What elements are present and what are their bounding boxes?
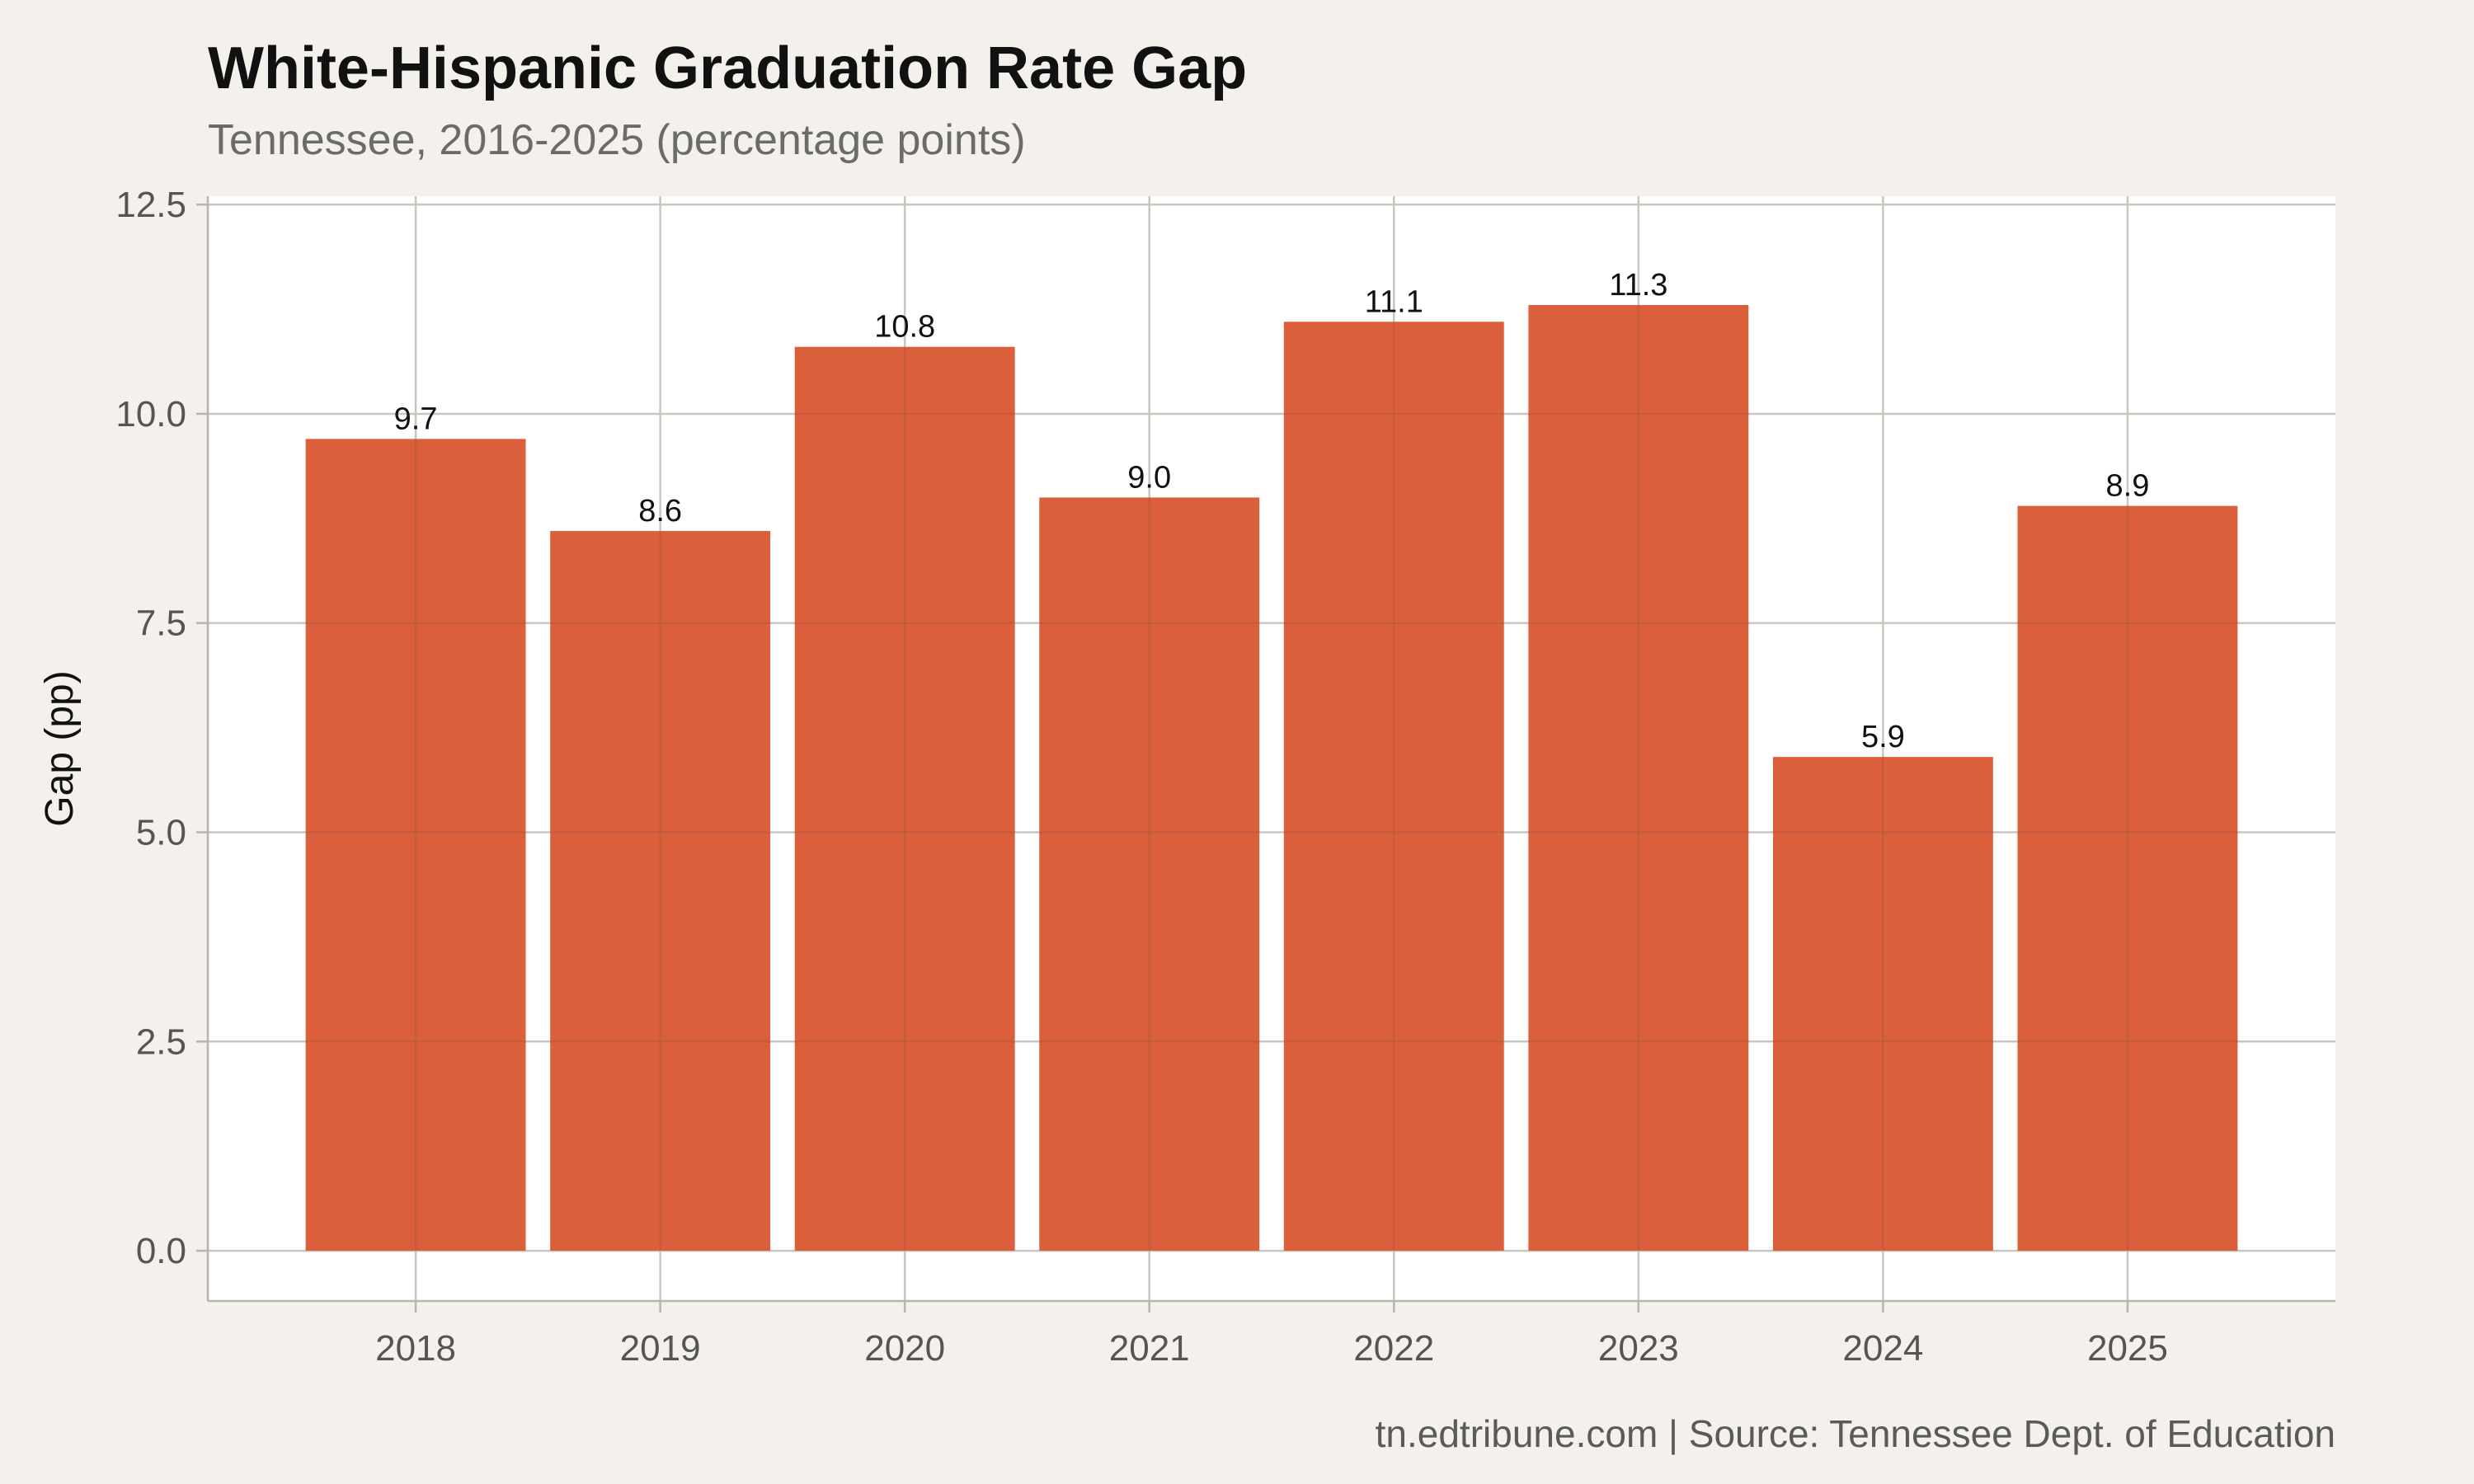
chart-subtitle: Tennessee, 2016-2025 (percentage points) — [208, 116, 1026, 164]
bar-2021 — [1039, 497, 1260, 1252]
bar-2024 — [1772, 757, 1993, 1252]
x-tick-label: 2021 — [1109, 1328, 1190, 1369]
bar-2019 — [550, 531, 771, 1252]
bar-value-label: 9.0 — [1127, 460, 1171, 495]
y-tick-label: 10.0 — [115, 394, 186, 434]
bar-value-label: 8.9 — [2106, 469, 2150, 504]
x-tick-label: 2023 — [1598, 1328, 1679, 1369]
bar-2025 — [2017, 505, 2238, 1252]
bar-2022 — [1283, 322, 1504, 1252]
y-tick-label: 5.0 — [136, 813, 186, 853]
bar-value-label: 11.3 — [1609, 268, 1667, 303]
bar-value-label: 10.8 — [874, 310, 935, 345]
chart-title: White-Hispanic Graduation Rate Gap — [208, 35, 1248, 101]
bar-value-label: 9.7 — [394, 402, 438, 436]
y-tick-label: 7.5 — [136, 603, 186, 644]
x-tick-label: 2019 — [620, 1328, 701, 1369]
y-tick-label: 0.0 — [136, 1231, 186, 1271]
bar-2023 — [1528, 304, 1749, 1252]
bars — [305, 304, 2238, 1252]
bar-value-label: 5.9 — [1861, 720, 1905, 754]
x-tick-label: 2022 — [1353, 1328, 1434, 1369]
axes: 0.0 2.5 5.0 7.5 10.0 12.5 2018 2019 2020 2021 2022… — [115, 185, 2335, 1369]
y-tick-label: 12.5 — [115, 185, 186, 225]
bar-value-label: 11.1 — [1365, 284, 1423, 319]
y-tick-label: 2.5 — [136, 1021, 186, 1062]
plot-panel — [208, 196, 2335, 1301]
bar-value-label: 8.6 — [638, 494, 682, 528]
bar-2020 — [794, 346, 1015, 1252]
x-tick-label: 2025 — [2087, 1328, 2168, 1369]
y-axis-title: Gap (pp) — [38, 670, 82, 826]
bar-value-labels: 9.7 8.6 10.8 9.0 11.1 11.3 5.9 8.9 — [394, 268, 2150, 754]
x-tick-label: 2020 — [864, 1328, 945, 1369]
x-tick-label: 2024 — [1842, 1328, 1923, 1369]
bar-2018 — [305, 439, 526, 1252]
x-tick-label: 2018 — [375, 1328, 456, 1369]
chart-caption: tn.edtribune.com | Source: Tennessee Dep… — [1375, 1412, 2335, 1455]
